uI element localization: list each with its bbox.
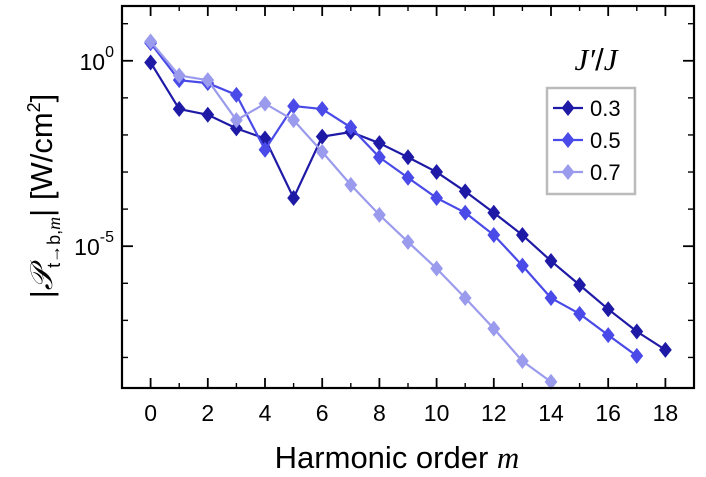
- data-point: [258, 95, 272, 112]
- data-point: [573, 305, 586, 322]
- data-point: [172, 67, 186, 84]
- y-axis-label: |𝒫t→b,m| [W/cm2]: [24, 94, 64, 299]
- x-tick-label: 8: [373, 400, 386, 426]
- legend-title: J′/J: [575, 42, 619, 77]
- data-point: [230, 86, 243, 103]
- y-axis-units: [W/cm: [24, 112, 59, 200]
- x-tick-label: 18: [653, 400, 679, 426]
- legend-label: 0.5: [590, 128, 621, 153]
- data-point: [258, 130, 272, 147]
- x-tick-label: 6: [316, 400, 329, 426]
- series-0.7: [144, 33, 558, 390]
- data-point: [458, 204, 472, 221]
- y-axis-units-close: ]: [24, 94, 59, 103]
- plot-frame: [120, 4, 696, 390]
- legend-label: 0.7: [590, 160, 621, 185]
- legend: J′/J 0.3 0.5 0.7: [545, 42, 637, 196]
- x-axis-label-text: Harmonic order: [275, 440, 497, 475]
- data-point: [544, 252, 558, 269]
- data-point: [516, 353, 529, 370]
- data-point: [601, 327, 615, 344]
- data-point: [401, 233, 415, 250]
- data-point: [373, 149, 386, 166]
- x-tick-label: 12: [481, 400, 507, 426]
- x-tick-label: 10: [424, 400, 450, 426]
- axis-ticks: 0 2 4 6 8 10 12 14 16 18 100 10-5: [74, 6, 694, 426]
- data-point: [315, 143, 329, 160]
- data-point: [401, 149, 415, 166]
- data-point: [315, 128, 329, 145]
- data-point: [516, 227, 529, 244]
- x-tick-label: 14: [538, 400, 564, 426]
- x-axis-label: Harmonic order m: [275, 440, 520, 475]
- y-axis-subscript-var: m: [44, 217, 64, 230]
- x-tick-label: 0: [144, 400, 157, 426]
- data-point: [487, 320, 501, 337]
- data-point: [344, 119, 358, 136]
- data-point: [344, 176, 358, 193]
- data-point: [144, 33, 157, 50]
- data-point: [630, 323, 644, 340]
- data-point: [573, 276, 586, 293]
- data-point: [201, 106, 215, 123]
- series-0.3: [144, 54, 672, 358]
- data-point: [230, 120, 243, 137]
- data-point: [601, 301, 615, 318]
- y-tick-label: 10-5: [74, 229, 114, 260]
- data-point: [458, 290, 472, 307]
- data-point: [287, 98, 300, 115]
- data-point: [258, 141, 272, 158]
- data-point: [144, 54, 157, 71]
- data-point: [659, 341, 672, 358]
- x-tick-label: 16: [595, 400, 621, 426]
- data-point: [315, 101, 329, 118]
- legend-marker: [561, 100, 575, 116]
- data-point: [201, 72, 215, 89]
- data-point: [230, 112, 243, 129]
- series-0.5: [144, 35, 644, 364]
- y-axis-subscript: t→b,: [44, 230, 64, 268]
- data-point: [544, 290, 558, 307]
- legend-marker: [561, 164, 575, 180]
- legend-marker: [561, 132, 575, 148]
- data-point: [287, 189, 300, 206]
- data-point: [458, 183, 472, 200]
- data-point: [287, 112, 300, 129]
- series-group: [144, 33, 672, 390]
- data-point: [630, 347, 644, 364]
- legend-label: 0.3: [590, 96, 621, 121]
- legend-box: [545, 86, 637, 196]
- data-point: [373, 206, 386, 223]
- x-axis-label-var: m: [497, 440, 519, 475]
- data-point: [430, 189, 443, 206]
- x-tick-label: 4: [259, 400, 272, 426]
- data-point: [487, 227, 501, 244]
- y-axis-units-exp: 2: [24, 102, 44, 112]
- data-point: [430, 260, 443, 277]
- data-point: [430, 164, 443, 181]
- y-tick-label: 100: [80, 44, 115, 75]
- data-point: [401, 169, 415, 186]
- data-point: [373, 135, 386, 152]
- data-point: [544, 373, 558, 390]
- x-tick-label: 2: [201, 400, 214, 426]
- data-point: [487, 204, 501, 221]
- data-point: [172, 101, 186, 118]
- data-point: [516, 257, 529, 274]
